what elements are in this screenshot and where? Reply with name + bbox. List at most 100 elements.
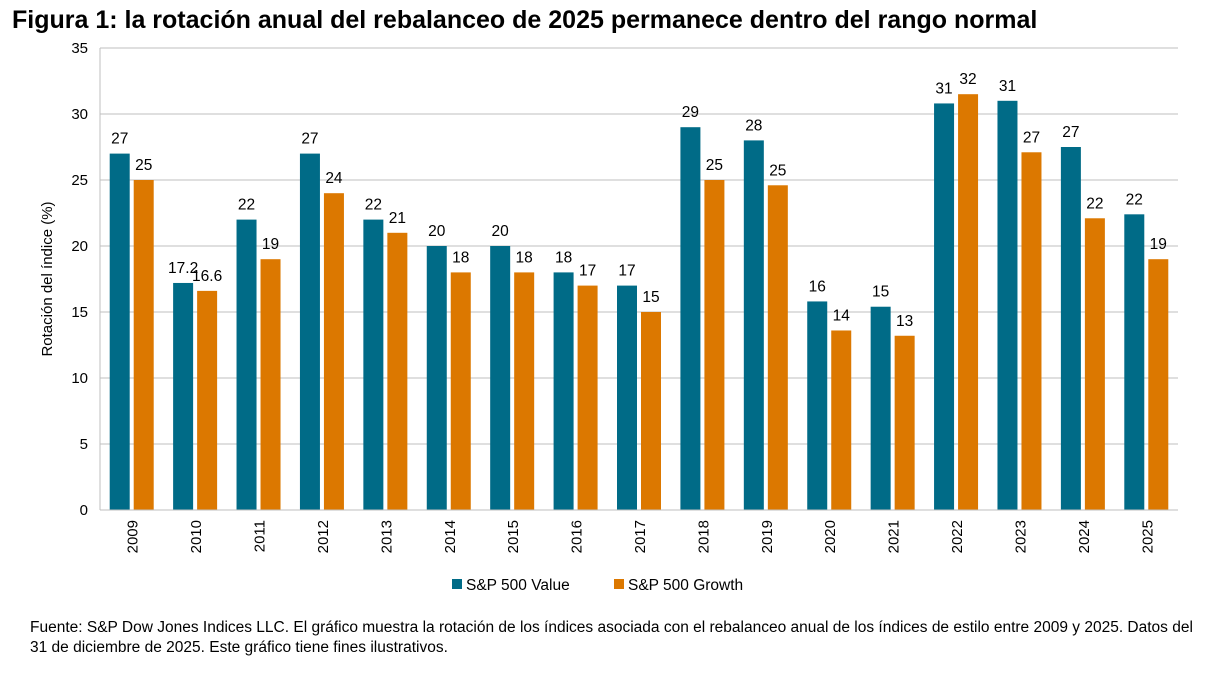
x-tick-label: 2012 bbox=[315, 520, 332, 553]
data-label: 25 bbox=[769, 162, 786, 179]
y-tick-label: 30 bbox=[71, 106, 88, 123]
bar-growth bbox=[133, 180, 154, 510]
data-label: 20 bbox=[428, 223, 446, 240]
bar-value bbox=[1124, 214, 1145, 510]
bar-value bbox=[173, 282, 194, 510]
x-tick-label: 2010 bbox=[188, 520, 205, 553]
data-label: 16.6 bbox=[192, 268, 222, 285]
bar-growth bbox=[894, 335, 915, 510]
bar-value bbox=[553, 272, 574, 510]
x-tick-label: 2015 bbox=[505, 520, 522, 553]
bar-value bbox=[490, 246, 511, 510]
data-label: 15 bbox=[872, 284, 889, 301]
data-label: 22 bbox=[365, 197, 382, 214]
x-tick-label: 2021 bbox=[886, 520, 903, 553]
y-axis-label: Rotación del índice (%) bbox=[39, 201, 56, 356]
x-tick-label: 2025 bbox=[1139, 520, 1156, 553]
data-label: 17 bbox=[579, 263, 596, 280]
data-label: 17 bbox=[618, 263, 635, 280]
data-label: 18 bbox=[555, 249, 572, 266]
data-label: 19 bbox=[262, 236, 279, 253]
bar-growth bbox=[704, 180, 725, 510]
data-label: 14 bbox=[833, 307, 851, 324]
x-tick-label: 2022 bbox=[949, 520, 966, 553]
bar-growth bbox=[260, 259, 281, 510]
bar-value bbox=[299, 153, 320, 510]
data-label: 13 bbox=[896, 313, 913, 330]
legend-label: S&P 500 Value bbox=[466, 577, 570, 594]
x-tick-label: 2017 bbox=[632, 520, 649, 553]
data-label: 17.2 bbox=[168, 260, 198, 277]
bar-value bbox=[934, 103, 955, 510]
x-tick-label: 2024 bbox=[1076, 520, 1093, 553]
data-label: 21 bbox=[389, 210, 406, 227]
data-label: 27 bbox=[301, 131, 318, 148]
x-tick-label: 2019 bbox=[759, 520, 776, 553]
data-label: 24 bbox=[325, 170, 343, 187]
bar-growth bbox=[641, 312, 661, 510]
bar-value bbox=[236, 219, 257, 510]
data-label: 16 bbox=[809, 278, 826, 295]
data-label: 15 bbox=[642, 289, 659, 306]
data-label: 18 bbox=[516, 249, 533, 266]
data-label: 22 bbox=[238, 197, 255, 214]
x-tick-label: 2016 bbox=[569, 520, 586, 553]
y-tick-label: 0 bbox=[80, 502, 88, 519]
data-label: 20 bbox=[492, 223, 510, 240]
bar-value bbox=[870, 306, 891, 510]
bar-value bbox=[1060, 147, 1081, 510]
data-label: 32 bbox=[959, 71, 976, 88]
y-tick-label: 35 bbox=[71, 40, 88, 57]
data-label: 29 bbox=[682, 104, 699, 121]
bar-growth bbox=[197, 290, 218, 510]
legend-swatch bbox=[452, 579, 462, 589]
bar-growth bbox=[323, 193, 344, 510]
x-tick-label: 2018 bbox=[695, 520, 712, 553]
y-tick-label: 20 bbox=[71, 238, 88, 255]
data-label: 18 bbox=[452, 249, 469, 266]
data-label: 27 bbox=[111, 131, 128, 148]
bar-value bbox=[997, 100, 1018, 511]
bar-value bbox=[109, 153, 130, 510]
bar-value bbox=[617, 285, 637, 510]
bar-value bbox=[426, 246, 447, 510]
bar-growth bbox=[767, 185, 788, 510]
x-tick-label: 2011 bbox=[252, 520, 269, 552]
bar-growth bbox=[831, 330, 852, 510]
data-label: 22 bbox=[1086, 195, 1103, 212]
data-label: 31 bbox=[935, 80, 952, 97]
bar-growth bbox=[577, 285, 598, 510]
data-label: 28 bbox=[745, 117, 762, 134]
data-label: 22 bbox=[1126, 191, 1143, 208]
bar-growth bbox=[1148, 259, 1169, 510]
legend-swatch bbox=[614, 579, 624, 589]
data-label: 31 bbox=[999, 78, 1016, 95]
y-tick-label: 5 bbox=[80, 436, 88, 453]
y-tick-label: 15 bbox=[71, 304, 88, 321]
x-tick-label: 2014 bbox=[442, 520, 459, 553]
bar-growth bbox=[450, 272, 471, 510]
footnote: Fuente: S&P Dow Jones Indices LLC. El gr… bbox=[30, 619, 1193, 656]
legend-label: S&P 500 Growth bbox=[628, 577, 743, 594]
data-label: 25 bbox=[135, 157, 152, 174]
bar-growth bbox=[387, 232, 408, 511]
bar-value bbox=[363, 219, 384, 510]
x-tick-label: 2023 bbox=[1012, 520, 1029, 553]
bar-growth bbox=[514, 272, 535, 510]
bar-growth bbox=[1021, 152, 1042, 510]
data-label: 19 bbox=[1150, 236, 1167, 253]
x-tick-label: 2009 bbox=[125, 520, 142, 553]
y-tick-label: 10 bbox=[71, 370, 88, 387]
bar-value bbox=[680, 127, 701, 510]
bar-growth bbox=[958, 94, 979, 510]
bar-value bbox=[807, 301, 828, 510]
chart-title: Figura 1: la rotación anual del rebalanc… bbox=[12, 6, 1038, 34]
data-label: 25 bbox=[706, 157, 723, 174]
x-tick-label: 2020 bbox=[822, 520, 839, 553]
data-label: 27 bbox=[1062, 124, 1079, 141]
data-label: 27 bbox=[1023, 129, 1040, 146]
x-tick-label: 2013 bbox=[378, 520, 395, 553]
bar-value bbox=[743, 140, 764, 510]
y-tick-label: 25 bbox=[71, 172, 88, 189]
